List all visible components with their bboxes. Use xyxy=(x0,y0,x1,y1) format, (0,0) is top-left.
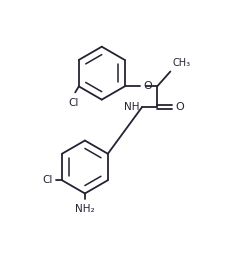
Text: NH₂: NH₂ xyxy=(75,204,95,214)
Text: Cl: Cl xyxy=(69,98,79,108)
Text: O: O xyxy=(143,81,152,91)
Text: Cl: Cl xyxy=(42,175,52,185)
Text: NH: NH xyxy=(124,102,139,112)
Text: CH₃: CH₃ xyxy=(172,58,190,68)
Text: O: O xyxy=(176,102,184,112)
